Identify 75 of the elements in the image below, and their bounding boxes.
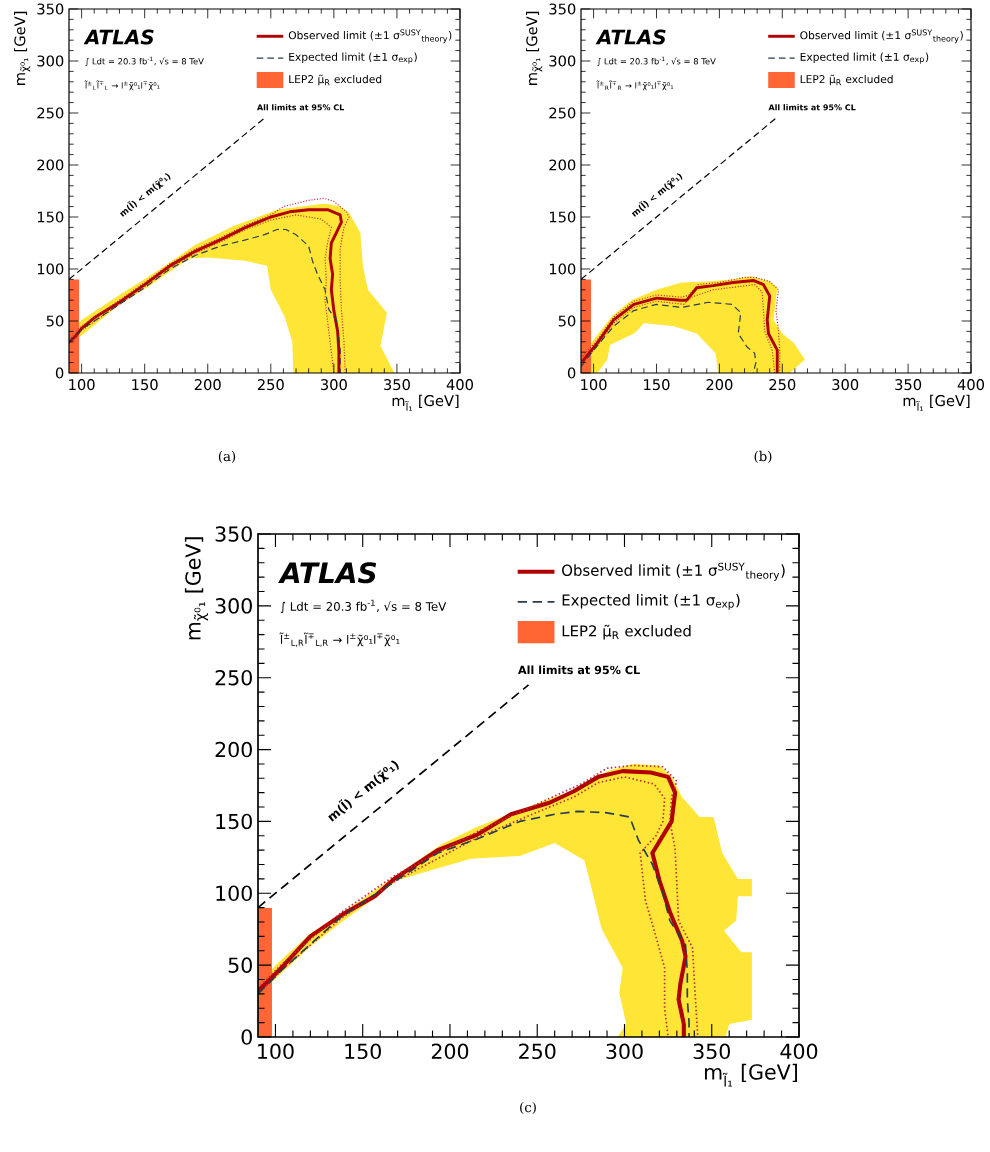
y-tick-label: 50 bbox=[558, 315, 576, 327]
text: (a) bbox=[218, 450, 236, 464]
x-tick-label: 150 bbox=[132, 379, 158, 391]
x-tick-label: 100 bbox=[69, 379, 95, 391]
y-tick-label: 250 bbox=[549, 107, 576, 119]
x-tick-label: 150 bbox=[644, 379, 670, 391]
y-tick-label: 150 bbox=[549, 211, 576, 223]
y-tick-label: 50 bbox=[228, 957, 252, 973]
y-tick-label: 350 bbox=[549, 3, 576, 15]
text: (b) bbox=[754, 450, 772, 464]
annotation: ∫ Ldt = 20.3 fb$^{-1}$, √s = 8 TeV bbox=[597, 56, 716, 67]
y-tick-label: 200 bbox=[215, 741, 252, 758]
annotation: All limits at 95% CL bbox=[768, 104, 856, 111]
y-tick-label: 250 bbox=[37, 107, 64, 119]
x-tick-label: 400 bbox=[780, 1043, 818, 1060]
annotation: ∫ Ldt = 20.3 fb$^{-1}$, √s = 8 TeV bbox=[85, 56, 204, 67]
legend-label: LEP2 μ̃$_{R}$ excluded bbox=[800, 74, 893, 86]
legend-label: Expected limit (±1 σ$_{exp}$) bbox=[289, 52, 417, 64]
x-tick-label: 300 bbox=[606, 1043, 643, 1060]
y-axis-title: m$_{χ̃⁰₁}$ [GeV] bbox=[14, 11, 31, 85]
x-axis-title: m$_{l̃₁}$ [GeV] bbox=[392, 394, 459, 411]
x-tick-label: 250 bbox=[257, 379, 284, 391]
y-tick-label: 250 bbox=[215, 669, 252, 686]
x-tick-label: 150 bbox=[345, 1043, 381, 1060]
legend-label: LEP2 μ̃$_{R}$ excluded bbox=[562, 624, 691, 640]
y-tick-label: 300 bbox=[215, 598, 252, 614]
y-axis-title: m$_{χ̃⁰₁}$ [GeV] bbox=[184, 537, 209, 640]
x-tick-label: 250 bbox=[519, 1043, 556, 1060]
annotation: All limits at 95% CL bbox=[256, 104, 345, 111]
y-tick-label: 300 bbox=[37, 55, 64, 67]
text: l̃$^{±}$$_{L}$l̃$^{∓}$$_{L}$ → l$^{±}$χ̃⁰₁l$^{∓}$χ̃⁰₁ bbox=[84, 80, 160, 91]
y-tick-label: 50 bbox=[46, 315, 64, 327]
y-tick-label: 0 bbox=[241, 1029, 252, 1045]
x-tick-label: 350 bbox=[384, 379, 410, 391]
y-tick-label: 150 bbox=[37, 211, 64, 223]
x-tick-label: 350 bbox=[895, 379, 922, 391]
y-tick-label: 0 bbox=[567, 367, 576, 379]
x-tick-label: 200 bbox=[431, 1043, 469, 1060]
annotation: ATLAS bbox=[278, 562, 377, 584]
y-tick-label: 150 bbox=[216, 813, 252, 830]
x-tick-label: 400 bbox=[957, 379, 985, 391]
y-tick-label: 0 bbox=[55, 367, 64, 379]
text: l̃$^{±}$$_{L,R}$l̃$^{∓}$$_{L,R}$ → l$^{±}$χ̃⁰₁l$^{∓}$χ̃⁰₁ bbox=[279, 632, 400, 647]
text: l̃$^{±}$$_{R}$l̃$^{∓}$$_{R}$ → l$^{±}$χ̃⁰₁l$^{∓}$χ̃⁰₁ bbox=[596, 80, 674, 91]
y-tick-label: 350 bbox=[215, 526, 252, 542]
annotation: ∫ Ldt = 20.3 fb$^{-1}$, √s = 8 TeV bbox=[280, 599, 447, 614]
y-tick-label: 350 bbox=[37, 3, 64, 15]
x-tick-label: 250 bbox=[769, 379, 796, 391]
y-tick-label: 100 bbox=[549, 263, 576, 275]
x-tick-label: 400 bbox=[446, 379, 473, 391]
legend-label: LEP2 μ̃$_{R}$ excluded bbox=[289, 74, 382, 86]
y-tick-label: 100 bbox=[37, 263, 64, 275]
x-tick-label: 200 bbox=[706, 379, 733, 391]
x-tick-label: 200 bbox=[194, 379, 221, 391]
legend-label: Expected limit (±1 σ$_{exp}$) bbox=[800, 52, 929, 64]
x-axis-title: m$_{l̃₁}$ [GeV] bbox=[903, 394, 970, 411]
x-tick-label: 300 bbox=[832, 379, 859, 391]
annotation: All limits at 95% CL bbox=[518, 665, 640, 675]
x-tick-label: 300 bbox=[320, 379, 347, 391]
y-axis-title: m$_{χ̃⁰₁}$ [GeV] bbox=[526, 11, 543, 85]
legend-label: Observed limit (±1 σ$^{SUSY}$$_{theory}$) bbox=[562, 562, 785, 581]
y-tick-label: 100 bbox=[216, 885, 252, 902]
x-axis-title: m$_{l̃₁}$ [GeV] bbox=[705, 1063, 797, 1087]
annotation: ATLAS bbox=[595, 29, 666, 45]
x-tick-label: 100 bbox=[581, 379, 607, 391]
text: (c) bbox=[520, 1101, 536, 1115]
y-tick-label: 200 bbox=[37, 159, 64, 171]
x-tick-label: 100 bbox=[258, 1043, 294, 1060]
legend-label: Expected limit (±1 σ$_{exp}$) bbox=[562, 594, 740, 610]
annotation: ATLAS bbox=[83, 29, 154, 45]
y-tick-label: 300 bbox=[549, 55, 576, 67]
legend-label: Observed limit (±1 σ$^{SUSY}$$_{theory}$) bbox=[288, 29, 452, 44]
x-tick-label: 350 bbox=[693, 1043, 730, 1060]
legend-label: Observed limit (±1 σ$^{SUSY}$$_{theory}$) bbox=[800, 29, 963, 44]
y-tick-label: 200 bbox=[549, 159, 576, 171]
